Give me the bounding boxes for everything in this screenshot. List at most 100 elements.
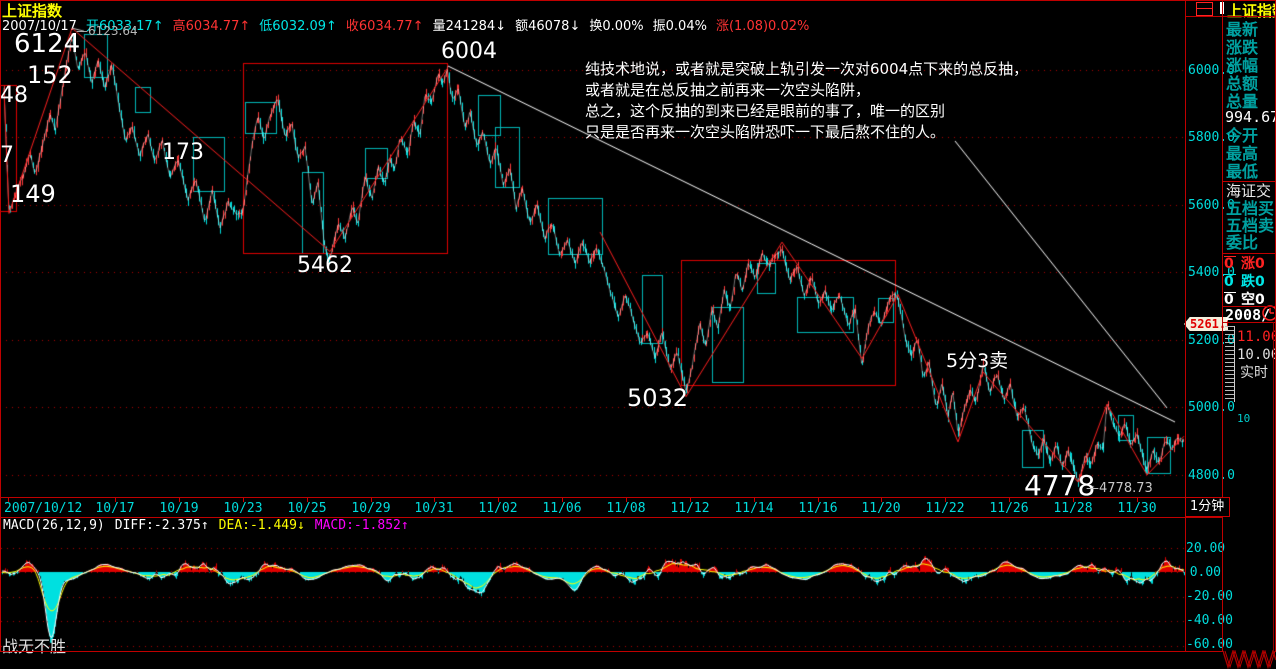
- price-axis-label: 4800.0: [1188, 467, 1235, 483]
- date-label: 2007/10/12: [4, 501, 83, 516]
- date-label: 11/26: [989, 501, 1029, 516]
- date-label: 10/23: [223, 501, 263, 516]
- annotation-line: 只是是否再来一次空头陷阱恐吓一下最后熬不住的人。: [585, 123, 946, 141]
- time-ruler[interactable]: [1225, 326, 1235, 402]
- date-tick: [179, 498, 180, 502]
- date-tick: [1009, 498, 1010, 502]
- label-depth-ask[interactable]: 五档卖: [1226, 216, 1275, 235]
- border-top: [0, 0, 1276, 1]
- date-tick: [434, 498, 435, 502]
- price-axis-label: 6000.0: [1188, 63, 1235, 78]
- date-label: 11/02: [478, 501, 518, 516]
- date-label: 10/19: [159, 501, 199, 516]
- divider-chart-right: [1185, 0, 1186, 652]
- macd-indicator-header: MACD(26,12,9) DIFF:-2.375↑ DEA:-1.449↓ MACD…: [3, 518, 419, 533]
- macd-name: MACD(26,12,9): [3, 518, 105, 533]
- chart-value-label: 7: [0, 143, 14, 168]
- macd-axis-label: -20.00: [1186, 589, 1233, 604]
- quote-panel: 上证指数 最新 涨跌 涨幅 总额 总量 994.67 今开 最高 最低 海证交 …: [1220, 0, 1276, 652]
- chart-value-label: —4778.73: [1086, 481, 1153, 496]
- total-volume-value: 994.67: [1225, 108, 1276, 126]
- chart-value-label: 6124: [14, 29, 81, 59]
- label-weibi[interactable]: 委比: [1226, 233, 1259, 252]
- count-flat-row: 0 空0: [1224, 292, 1265, 308]
- date-label: 11/30: [1117, 501, 1157, 516]
- divider-date-axis-top: [0, 497, 1223, 498]
- price-axis-label: 5400.0: [1188, 265, 1235, 281]
- date-tick: [1137, 498, 1138, 502]
- price-chart-canvas[interactable]: [0, 25, 1185, 497]
- chart-value-label: 5462: [297, 253, 353, 278]
- page-title: 上证指数: [2, 2, 63, 20]
- realtime-label: 实时: [1240, 365, 1268, 381]
- date-tick: [8, 498, 9, 502]
- period-selector[interactable]: 1分钟: [1185, 497, 1230, 517]
- chart-value-label: 4778: [1024, 469, 1096, 502]
- year-text: 2008/: [1225, 306, 1271, 324]
- macd-axis-label: 0.00: [1189, 565, 1221, 580]
- date-tick: [818, 498, 819, 502]
- divider-sidebar-top: [1222, 0, 1223, 497]
- label-high: 最高: [1226, 144, 1259, 163]
- price-axis-label: 5000.0: [1188, 400, 1235, 416]
- border-left: [0, 0, 1, 652]
- date-label: 10/29: [351, 501, 391, 516]
- panel-value-4: 10: [1237, 412, 1251, 425]
- date-tick: [371, 498, 372, 502]
- annotation-line: 或者就是在总反抽之前再来一次空头陷阱，: [585, 81, 871, 99]
- macd-axis-label: -40.00: [1186, 613, 1233, 628]
- count-down-row: 0 跌0: [1224, 274, 1265, 290]
- date-tick: [562, 498, 563, 502]
- label-change-pct: 涨幅: [1226, 56, 1259, 75]
- label-low: 最低: [1226, 162, 1259, 181]
- macd-axis-label: -60.00: [1186, 637, 1233, 652]
- date-tick: [498, 498, 499, 502]
- sidebar-separator-1: [1222, 181, 1276, 182]
- date-label: 10/31: [414, 501, 454, 516]
- label-depth-bid[interactable]: 五档买: [1226, 199, 1275, 218]
- date-label: 11/22: [925, 501, 965, 516]
- quote-panel-title: 上证指数: [1227, 2, 1276, 20]
- annotation-line: 纯技术地说，或者就是突破上轨引发一次对6004点下来的总反抽，: [585, 60, 1029, 78]
- label-latest: 最新: [1226, 20, 1259, 39]
- price-axis-label: 5600.0: [1188, 197, 1235, 213]
- date-label: 11/08: [606, 501, 646, 516]
- quote-panel-title-bar: 上证指数: [1220, 0, 1276, 20]
- label-open: 今开: [1226, 126, 1259, 145]
- date-tick: [115, 498, 116, 502]
- date-label: 11/14: [734, 501, 774, 516]
- date-label: 11/06: [542, 501, 582, 516]
- watermark-text: 战无不胜: [2, 637, 67, 656]
- date-label: 11/16: [798, 501, 838, 516]
- zigzag-logo: [1223, 650, 1276, 669]
- panel-value-2: 10.00: [1237, 347, 1276, 363]
- chart-value-label: 149: [10, 180, 56, 208]
- label-total-volume: 总量: [1226, 92, 1259, 111]
- chart-value-label: 173: [162, 140, 204, 165]
- date-tick: [881, 498, 882, 502]
- date-tick: [1073, 498, 1074, 502]
- macd-axis-label: 20.00: [1186, 541, 1226, 556]
- chart-value-label: 6004: [441, 39, 497, 64]
- sidebar-separator-3: [1222, 306, 1276, 307]
- chart-value-label: —6123.64: [76, 24, 138, 38]
- macd-macd-value: MACD:-1.852↑: [314, 518, 409, 533]
- panel-value-1: 11.00: [1237, 329, 1276, 345]
- macd-diff-value: DIFF:-2.375↑: [114, 518, 209, 533]
- price-axis-label: 5200.0: [1188, 332, 1235, 348]
- chart-value-label: 5分3卖: [946, 350, 1009, 372]
- date-tick: [754, 498, 755, 502]
- window-control-icon[interactable]: [1196, 2, 1213, 16]
- date-label: 10/25: [287, 501, 327, 516]
- sidebar-separator-2: [1222, 253, 1276, 254]
- chart-value-label: 48: [0, 83, 28, 108]
- date-label: 10/17: [95, 501, 135, 516]
- macd-dea-value: DEA:-1.449↓: [218, 518, 305, 533]
- date-tick: [626, 498, 627, 502]
- date-label: 11/28: [1053, 501, 1093, 516]
- sidebar-panel-border: [1273, 322, 1274, 651]
- annotation-line: 总之，这个反抽的到来已经是眼前的事了，唯一的区别: [585, 102, 946, 120]
- date-tick: [307, 498, 308, 502]
- macd-chart-canvas[interactable]: [1, 517, 1185, 651]
